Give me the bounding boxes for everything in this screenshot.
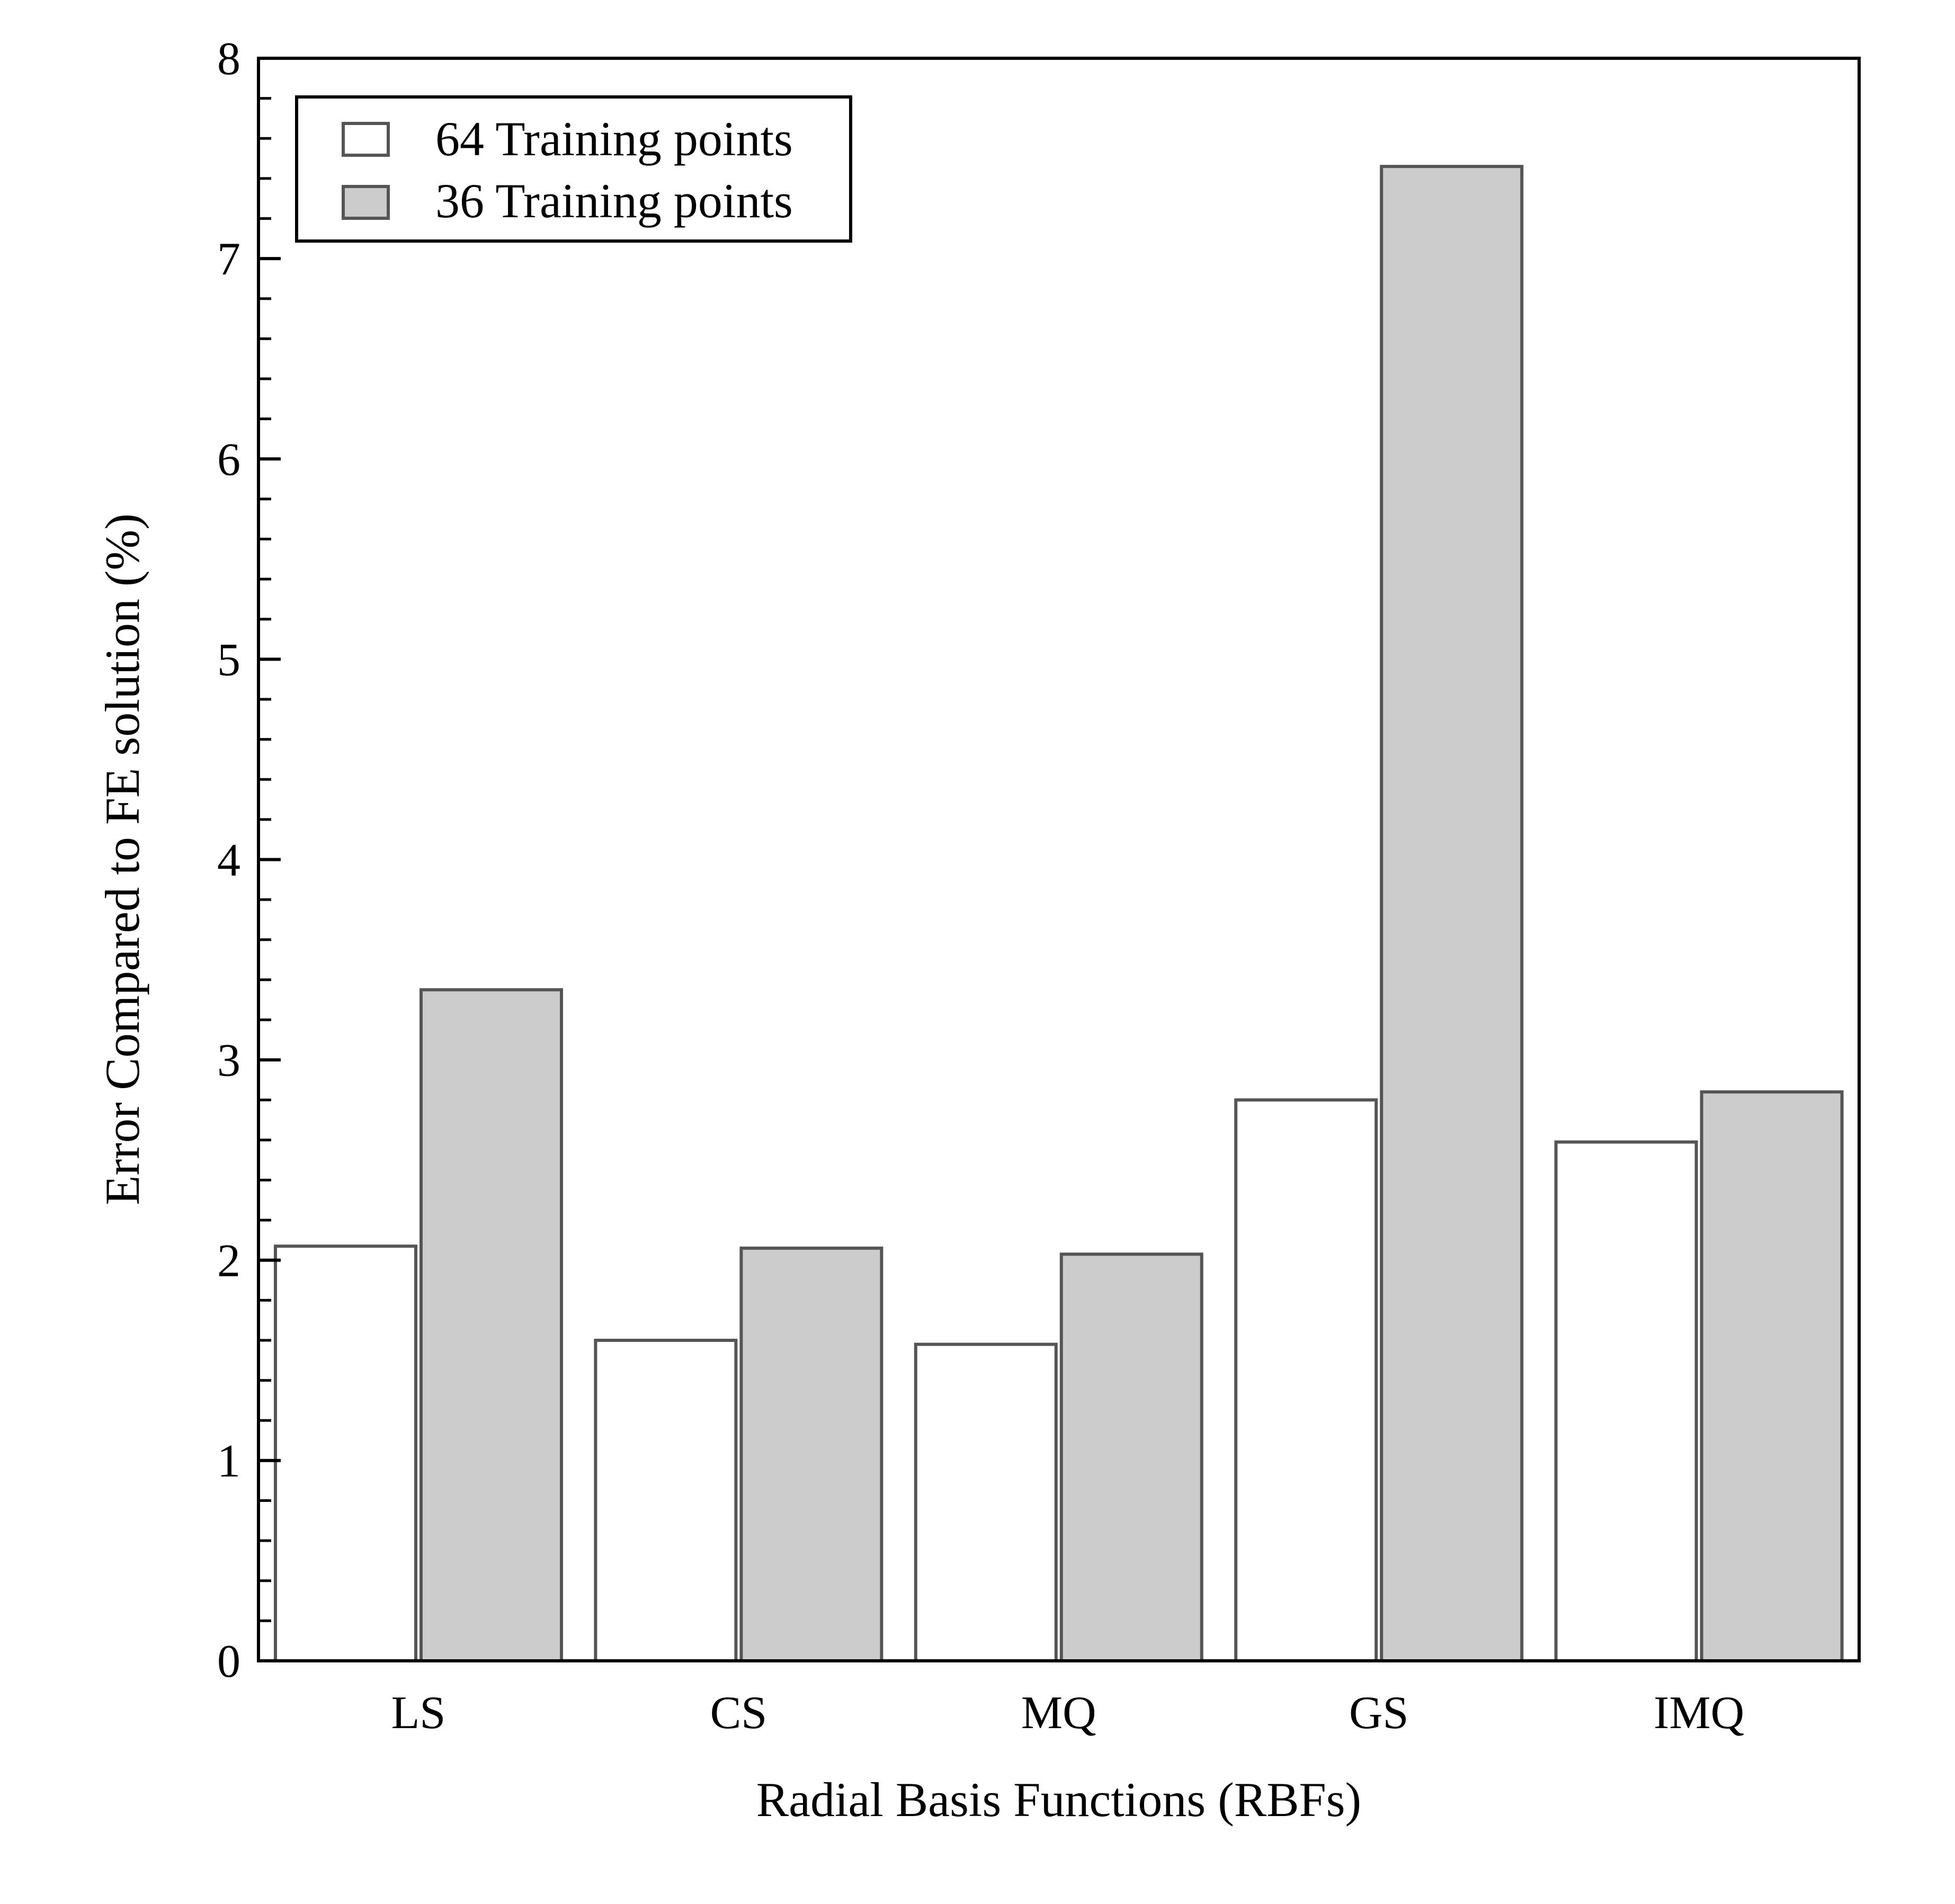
legend-swatch-64 [342, 122, 390, 157]
y-tick-label: 5 [217, 634, 240, 686]
x-tick-label-mq: MQ [1021, 1687, 1096, 1739]
bar-imq-series-0 [1554, 1140, 1698, 1662]
bar-cs-series-0 [594, 1339, 738, 1662]
y-tick-label: 1 [217, 1436, 240, 1487]
y-tick-label: 3 [217, 1035, 240, 1087]
y-tick-label: 8 [217, 33, 240, 85]
bar-mq-series-0 [914, 1342, 1058, 1662]
legend-swatch-36 [342, 185, 390, 220]
x-tick-label-gs: GS [1349, 1687, 1409, 1739]
y-axis-ticks: 0 1 2 3 4 5 6 7 8 [217, 33, 281, 1687]
bar-gs-series-1 [1380, 165, 1524, 1662]
legend: 64 Training points 36 Training points [295, 95, 852, 243]
x-tick-label-imq: IMQ [1654, 1687, 1744, 1739]
y-tick-label: 2 [217, 1235, 240, 1287]
bar-mq-series-1 [1059, 1252, 1203, 1662]
bar-ls-series-0 [274, 1244, 417, 1662]
bar-gs-series-0 [1234, 1098, 1378, 1662]
legend-label-64: 64 Training points [435, 112, 793, 166]
bar-cs-series-1 [739, 1247, 883, 1662]
bars-layer [274, 165, 1844, 1662]
y-tick-label: 6 [217, 434, 240, 485]
y-tick-label: 4 [217, 835, 240, 886]
x-axis-ticks: LS CS MQ GS IMQ [391, 1687, 1745, 1739]
x-tick-label-ls: LS [391, 1687, 446, 1739]
y-tick-label: 0 [217, 1636, 240, 1687]
bar-imq-series-1 [1700, 1090, 1844, 1662]
y-tick-label: 7 [217, 234, 240, 285]
bar-ls-series-1 [419, 988, 563, 1662]
x-axis-title: Radial Basis Functions (RBFs) [756, 1773, 1361, 1827]
legend-label-36: 36 Training points [435, 174, 793, 228]
y-axis-title: Error Compared to FE solution (%) [95, 513, 149, 1205]
x-tick-label-cs: CS [710, 1687, 767, 1739]
